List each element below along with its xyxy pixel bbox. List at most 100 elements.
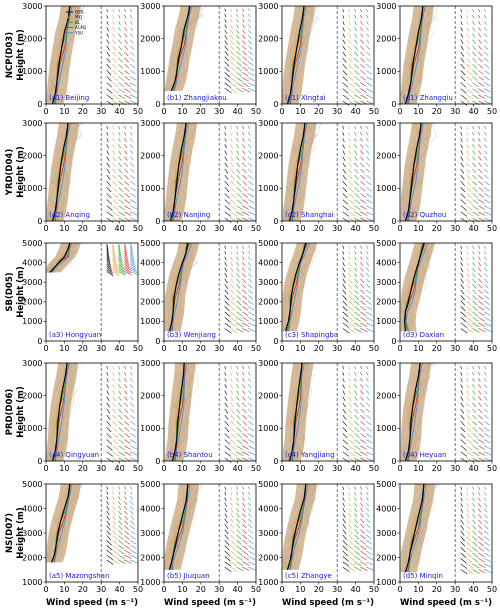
wind-barb <box>466 21 469 26</box>
x-tick-label: 50 <box>487 224 497 233</box>
wind-barb <box>224 278 228 284</box>
wind-barb <box>118 396 122 401</box>
wind-barb <box>230 156 234 161</box>
wind-barb <box>230 289 235 295</box>
wind-barb <box>112 168 117 174</box>
wind-barb <box>460 439 467 445</box>
wind-barb <box>248 311 255 316</box>
wind-barb <box>342 284 347 289</box>
wind-barb <box>106 88 113 94</box>
wind-barb <box>130 8 133 13</box>
wind-barb <box>460 94 468 100</box>
x-tick-label: 20 <box>432 344 442 353</box>
wind-barb <box>484 187 490 192</box>
wind-barb <box>366 70 372 75</box>
wind-barb <box>472 322 480 328</box>
wind-barb <box>478 39 482 44</box>
wind-barb <box>478 390 482 395</box>
panel-label: (c1) Xingtai <box>285 94 326 102</box>
wind-barb <box>354 251 357 255</box>
wind-barb <box>230 300 236 306</box>
wind-barb <box>118 265 125 271</box>
wind-barb <box>112 100 120 106</box>
wind-barb <box>466 205 473 211</box>
wind-barb <box>460 384 463 389</box>
wind-barb <box>348 427 354 433</box>
wind-barb <box>236 205 243 211</box>
wind-barb <box>248 56 254 61</box>
wind-barb <box>360 27 364 32</box>
wind-barb <box>348 180 354 186</box>
wind-barb <box>348 15 351 19</box>
wind-barb <box>342 162 346 168</box>
wind-barb <box>348 524 353 529</box>
wind-barb <box>360 295 366 300</box>
wind-barb <box>242 295 248 300</box>
y-tick-label: 0 <box>391 337 396 346</box>
wind-barb <box>224 19 227 24</box>
wind-barb <box>484 251 487 255</box>
x-tick-label: 40 <box>233 107 243 116</box>
wind-barb <box>242 390 246 395</box>
wind-barb <box>366 144 370 148</box>
wind-barb <box>466 311 473 317</box>
wind-barb <box>236 193 242 198</box>
wind-barb <box>118 271 126 276</box>
panel-frame <box>281 5 375 105</box>
wind-barb <box>248 534 254 539</box>
wind-barb <box>342 100 350 106</box>
wind-barb <box>224 72 231 78</box>
wind-barb <box>230 384 233 389</box>
panel-frame <box>399 5 493 105</box>
wind-barb <box>484 33 488 38</box>
model-profile-line <box>172 243 193 332</box>
wind-barb <box>130 402 135 407</box>
wind-barb <box>124 82 131 87</box>
wind-barb <box>342 8 344 13</box>
wind-barb <box>124 156 128 161</box>
y-tick-label: 0 <box>37 337 42 346</box>
wind-barb <box>360 372 363 376</box>
wind-barb <box>236 273 240 278</box>
x-tick-label: 50 <box>487 107 497 116</box>
wind-barb <box>348 174 353 180</box>
model-envelope <box>400 484 435 573</box>
row-label-region: YRD(D04) <box>5 149 15 197</box>
wind-barb <box>354 284 359 289</box>
wind-barb <box>230 513 234 518</box>
wind-barb <box>460 451 468 457</box>
wind-barb <box>230 267 234 272</box>
wind-barb <box>478 508 482 513</box>
wind-barb <box>130 245 133 249</box>
wind-barb <box>236 295 242 300</box>
wind-barb <box>354 408 359 414</box>
wind-barb <box>472 519 476 525</box>
wind-barb <box>460 70 466 76</box>
x-tick-label: 40 <box>115 224 125 233</box>
wind-barb <box>354 125 357 130</box>
wind-barb <box>348 420 354 426</box>
wind-barb <box>472 569 480 574</box>
wind-barb <box>354 205 361 211</box>
wind-barb <box>460 317 467 323</box>
wind-barb <box>242 66 249 72</box>
wind-barb <box>242 311 249 317</box>
y-tick-label: 2000 <box>376 391 396 400</box>
wind-barb <box>472 82 479 87</box>
wind-barb <box>360 138 363 142</box>
y-tick-label: 2000 <box>140 553 160 562</box>
wind-barb <box>460 497 463 502</box>
wind-barb <box>106 21 109 26</box>
wind-barb <box>230 433 236 439</box>
wind-barb <box>460 262 463 267</box>
panel-plot-area <box>164 363 200 461</box>
wind-barb <box>348 162 352 168</box>
wind-barb <box>224 295 229 301</box>
wind-barb <box>242 518 247 523</box>
wind-barb <box>360 439 367 444</box>
wind-barb <box>112 187 118 193</box>
wind-barb <box>106 510 110 516</box>
x-tick-label: 50 <box>251 464 261 473</box>
wind-barb <box>106 545 113 551</box>
wind-barb <box>112 445 119 451</box>
